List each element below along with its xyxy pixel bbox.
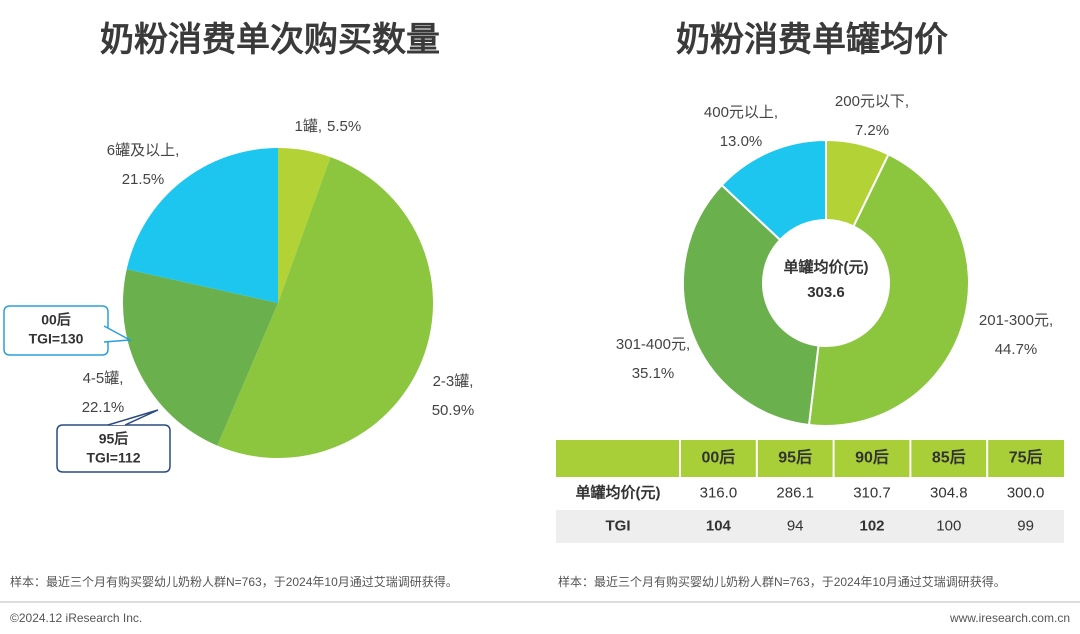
slice-label: 4-5罐, (83, 370, 124, 387)
table-cell: 310.7 (853, 484, 891, 501)
table-cell: 94 (787, 517, 804, 534)
slice-value: 21.5% (122, 171, 165, 188)
callout-title: 00后 (41, 312, 71, 328)
callout-pointer (103, 325, 133, 343)
slice-label: 301-400元, (616, 336, 690, 353)
table-header: 75后 (1009, 449, 1043, 467)
table-cell: 316.0 (700, 484, 738, 501)
slice-label: 6罐及以上, (107, 142, 180, 159)
center-value: 303.6 (807, 284, 845, 301)
center-label: 单罐均价(元) (784, 258, 869, 276)
slice-value: 5.5% (327, 118, 361, 135)
chart-title: 奶粉消费单次购买数量 (100, 21, 440, 59)
note: 样本：最近三个月有购买婴幼儿奶粉人群N=763，于2024年10月通过艾瑞调研获… (10, 574, 458, 589)
slice (682, 183, 820, 427)
table-cell: 99 (1017, 517, 1034, 534)
slice (217, 157, 434, 459)
table-cell: 304.8 (930, 484, 968, 501)
slice-label: 201-300元, (979, 312, 1053, 329)
slice (278, 148, 331, 303)
row-label: 单罐均价(元) (576, 483, 661, 501)
table-row-bg (556, 510, 1064, 543)
callout (3, 305, 109, 356)
slice (720, 138, 827, 242)
table-row-bg (556, 477, 1064, 510)
slice-value: 50.9% (432, 402, 475, 419)
chart-title: 奶粉消费单罐均价 (676, 21, 948, 59)
slice (807, 153, 970, 427)
slice-value: 22.1% (82, 399, 125, 416)
slice-label: 1罐, (294, 118, 322, 135)
table-cell: 100 (936, 517, 961, 534)
callout-text: TGI=130 (29, 331, 84, 347)
callout-pointer (107, 409, 159, 426)
table-cell: 104 (706, 517, 732, 534)
table-header-bg (556, 440, 1064, 477)
callout-title: 95后 (99, 431, 129, 447)
table-cell: 300.0 (1007, 484, 1045, 501)
table-cell: 102 (859, 517, 884, 534)
table-header: 95后 (778, 449, 812, 467)
footer-right: www.iresearch.com.cn (949, 611, 1070, 625)
slice-label: 400元以上, (704, 104, 778, 121)
callout (56, 424, 171, 473)
slice-value: 13.0% (720, 133, 763, 150)
slice-label: 2-3罐, (433, 373, 474, 390)
table-header: 85后 (932, 449, 966, 467)
slice (123, 269, 278, 446)
callout-text: TGI=112 (86, 450, 140, 466)
footer-left: ©2024.12 iResearch Inc. (10, 611, 142, 625)
slice-value: 35.1% (632, 365, 675, 382)
table-header: 00后 (701, 449, 735, 467)
slice-value: 7.2% (855, 122, 889, 139)
slice (126, 148, 278, 303)
row-label: TGI (606, 517, 631, 534)
slice-value: 44.7% (995, 341, 1038, 358)
table-header: 90后 (855, 449, 889, 467)
slice-label: 200元以下, (835, 93, 909, 110)
note: 样本：最近三个月有购买婴幼儿奶粉人群N=763，于2024年10月通过艾瑞调研获… (558, 574, 1006, 589)
table-cell: 286.1 (776, 484, 814, 501)
